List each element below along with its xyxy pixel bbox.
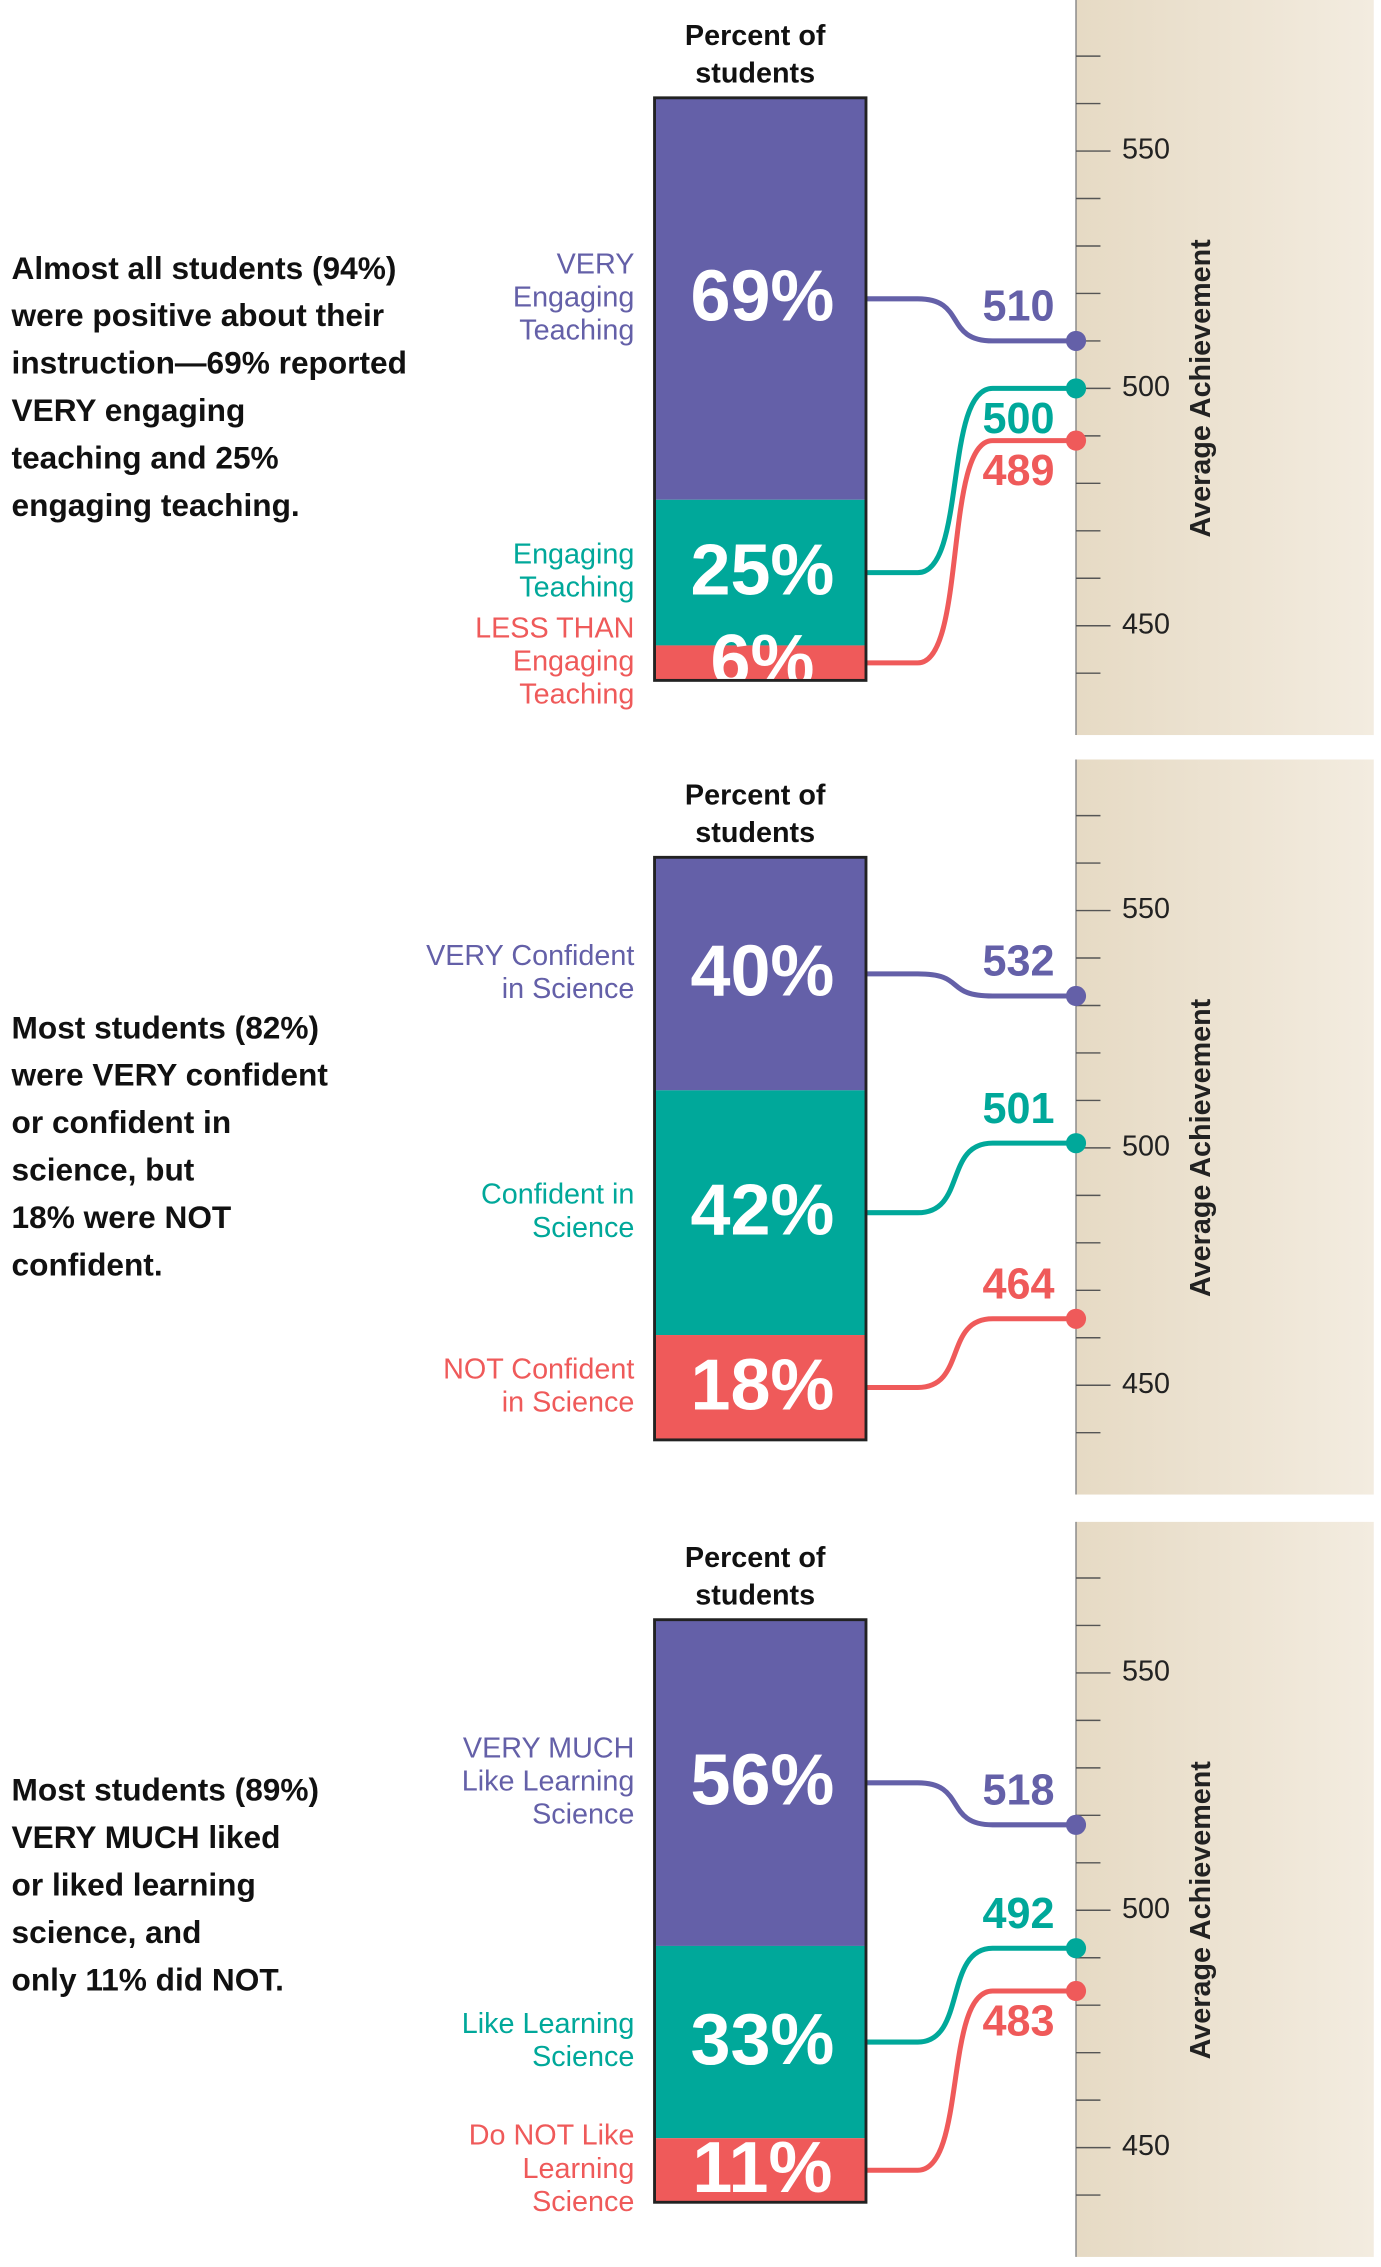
category-label: Like Learning (462, 2008, 635, 2040)
achievement-label: 500 (982, 395, 1054, 443)
percent-label: 69% (690, 257, 834, 337)
y-tick-label: 500 (1122, 1893, 1170, 1925)
y-tick-label: 450 (1122, 608, 1170, 640)
y-axis-title: Average Achievement (1185, 239, 1217, 538)
achievement-label: 532 (982, 938, 1054, 986)
y-axis-title: Average Achievement (1185, 1761, 1217, 2060)
achievement-label: 501 (982, 1085, 1054, 1133)
description-line: instruction—69% reported (12, 345, 407, 381)
achievement-dot (1066, 1938, 1086, 1958)
description-line: Most students (82%) (12, 1009, 320, 1045)
percent-label: 18% (690, 1345, 834, 1425)
description-line: science, but (12, 1152, 195, 1188)
achievement-label: 510 (982, 283, 1054, 331)
bar-title: students (695, 57, 815, 89)
y-tick-label: 550 (1122, 134, 1170, 166)
achievement-dot (1066, 1309, 1086, 1329)
description-line: were positive about their (11, 297, 385, 333)
achievement-dot (1066, 378, 1086, 398)
achievement-dot (1066, 331, 1086, 351)
description-line: engaging teaching. (12, 487, 300, 523)
category-label: VERY MUCH (463, 1732, 634, 1764)
category-label: Science (532, 2041, 634, 2073)
axis-background (1076, 0, 1374, 735)
description-line: science, and (12, 1914, 202, 1950)
axis-background (1076, 760, 1374, 1495)
y-tick-label: 550 (1122, 893, 1170, 925)
link-curve (866, 1143, 1076, 1213)
category-label: Engaging (513, 281, 635, 313)
category-label: Science (532, 2186, 634, 2218)
percent-label: 42% (690, 1171, 834, 1251)
y-tick-label: 450 (1122, 2130, 1170, 2162)
y-axis-title: Average Achievement (1185, 998, 1217, 1297)
achievement-dot (1066, 1815, 1086, 1835)
category-label: Do NOT Like (469, 2120, 635, 2152)
achievement-label: 483 (982, 1997, 1054, 2045)
category-label: VERY Confident (426, 940, 634, 972)
description-line: only 11% did NOT. (12, 1962, 284, 1998)
bar-title: Percent of (685, 1542, 826, 1574)
category-label: Teaching (519, 314, 634, 346)
category-label: Engaging (513, 646, 635, 678)
percent-label: 33% (690, 2000, 834, 2080)
achievement-dot (1066, 431, 1086, 451)
category-label: LESS THAN (475, 612, 634, 644)
category-label: in Science (502, 973, 635, 1005)
category-label: Teaching (519, 572, 634, 604)
percent-label: 40% (690, 932, 834, 1012)
infographic: 450 500 550 Average Achievement Almost all s… (0, 0, 1381, 2267)
achievement-label: 518 (982, 1767, 1054, 1815)
achievement-label: 492 (982, 1890, 1054, 1938)
percent-label: 6% (710, 621, 814, 701)
bar-title: Percent of (685, 779, 826, 811)
percent-label: 11% (692, 2128, 832, 2208)
category-label: Science (532, 1212, 634, 1244)
link-curve (866, 1319, 1076, 1388)
achievement-dot (1066, 1981, 1086, 2001)
category-label: VERY (557, 248, 635, 280)
percent-label: 25% (690, 530, 834, 610)
category-label: Confident in (481, 1179, 634, 1211)
achievement-dot (1066, 1133, 1086, 1153)
description-line: or liked learning (12, 1867, 256, 1903)
bar-title: Percent of (685, 20, 826, 52)
description-line: VERY engaging (12, 392, 246, 428)
achievement-label: 464 (982, 1261, 1054, 1309)
axis-background (1076, 1522, 1374, 2257)
description-line: or confident in (12, 1104, 232, 1140)
percent-label: 56% (690, 1741, 834, 1821)
description-line: 18% were NOT (12, 1199, 232, 1235)
category-label: NOT Confident (443, 1354, 634, 1386)
y-tick-label: 500 (1122, 371, 1170, 403)
y-tick-label: 550 (1122, 1656, 1170, 1688)
y-tick-label: 500 (1122, 1130, 1170, 1162)
bar-title: students (695, 817, 815, 849)
category-label: Engaging (513, 539, 635, 571)
description-line: were VERY confident (11, 1057, 329, 1093)
category-label: Science (532, 1798, 634, 1830)
description-line: VERY MUCH liked (12, 1819, 281, 1855)
description-line: Almost all students (94%) (12, 250, 397, 286)
category-label: in Science (502, 1387, 635, 1419)
category-label: Teaching (519, 679, 634, 711)
description-line: Most students (89%) (12, 1772, 320, 1808)
achievement-dot (1066, 986, 1086, 1006)
description-line: teaching and 25% (12, 440, 279, 476)
y-tick-label: 450 (1122, 1368, 1170, 1400)
category-label: Like Learning (462, 1765, 635, 1797)
category-label: Learning (522, 2153, 634, 2185)
achievement-label: 489 (982, 447, 1054, 495)
description-line: confident. (12, 1247, 163, 1283)
bar-title: students (695, 1579, 815, 1611)
